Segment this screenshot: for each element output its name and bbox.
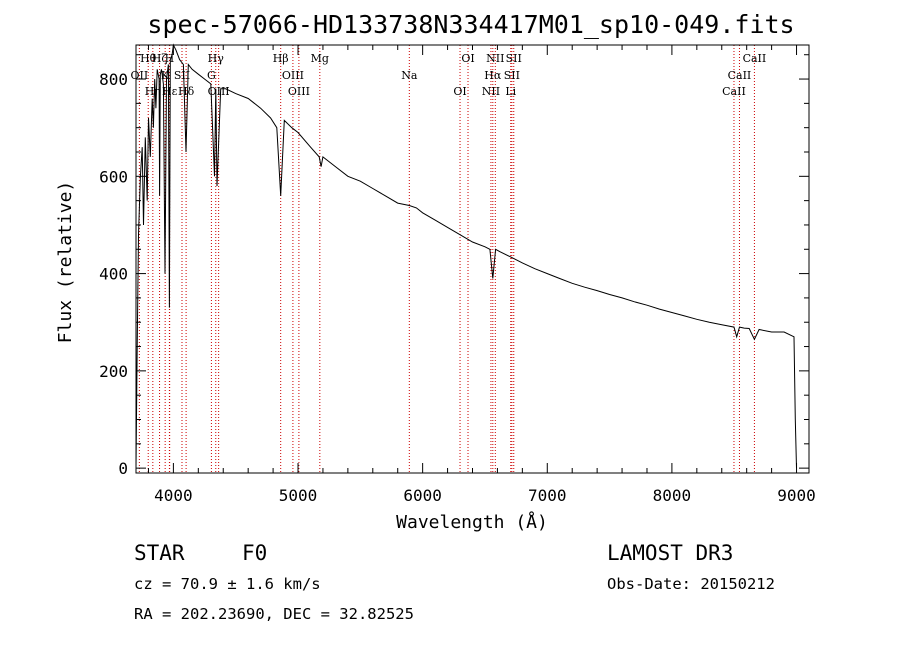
- spectral-line-label: OIII: [208, 85, 230, 98]
- spectral-line-label: OI: [453, 85, 466, 98]
- spectral-line-label: OI: [461, 52, 474, 65]
- object-class: STAR: [134, 541, 185, 565]
- spectral-line-label: Li: [505, 85, 516, 98]
- spectral-line-label: OIII: [282, 69, 304, 82]
- coordinates: RA = 202.23690, DEC = 32.82525: [134, 605, 414, 623]
- spectral-line-label: Hβ: [273, 52, 289, 65]
- x-tick-label: 6000: [403, 486, 442, 505]
- x-tick-label: 5000: [279, 486, 318, 505]
- y-tick-label: 0: [118, 459, 128, 478]
- plot-frame: [135, 44, 810, 474]
- spectral-line-label: Na: [401, 69, 418, 82]
- spectral-line-label: Mg: [311, 52, 329, 65]
- spectral-line-label: Hα: [484, 69, 502, 82]
- spectral-line-label: CaII: [743, 52, 767, 65]
- y-tick-label: 200: [99, 362, 128, 381]
- spectral-line-label: Hγ: [208, 52, 225, 65]
- spectral-subclass: F0: [242, 541, 267, 565]
- y-tick-label: 600: [99, 167, 128, 186]
- x-axis-label: Wavelength (Å): [396, 511, 548, 533]
- spectral-line-label: OIII: [288, 85, 310, 98]
- spectral-line-label: Hη: [145, 85, 161, 98]
- survey-name: LAMOST DR3: [607, 541, 733, 565]
- spectral-line-label: Hθ: [140, 52, 157, 65]
- spectral-line-label: SII: [504, 69, 520, 82]
- spectral-line-label: G: [207, 69, 216, 82]
- spectral-line-label: OII: [131, 69, 149, 82]
- y-axis-ticks: 0 200 400 600 800: [99, 54, 809, 478]
- spectral-line-label: CaII: [728, 69, 752, 82]
- spectrum-line: [135, 43, 797, 469]
- spectral-line-label: SII: [506, 52, 522, 65]
- x-tick-label: 7000: [528, 486, 567, 505]
- spectral-line-labels: HθOIIHηHζKHεHSIIHδHγGOIIIHβOIIIOIIIMgNaO…: [131, 52, 767, 98]
- spectral-line-label: CaII: [722, 85, 746, 98]
- x-tick-label: 9000: [777, 486, 816, 505]
- x-tick-label: 4000: [154, 486, 193, 505]
- redshift-cz: cz = 70.9 ± 1.6 km/s: [134, 575, 321, 593]
- spectral-line-markers: [138, 45, 755, 473]
- spectral-line-label: K: [161, 69, 170, 82]
- y-axis-label: Flux (relative): [55, 181, 76, 344]
- x-axis-ticks: 4000 5000 6000 7000 8000 9000: [147, 45, 816, 505]
- spectral-line-label: Hδ: [178, 85, 195, 98]
- spectral-line-label: SII: [174, 69, 190, 82]
- x-tick-label: 8000: [653, 486, 692, 505]
- spectral-line-label: NII: [482, 85, 500, 98]
- spectral-line-label: NII: [486, 52, 504, 65]
- observation-date: Obs-Date: 20150212: [607, 575, 775, 593]
- spectral-line-label: Hζ: [152, 52, 168, 65]
- y-tick-label: 800: [99, 70, 128, 89]
- chart-title: spec-57066-HD133738N334417M01_sp10-049.f…: [147, 10, 794, 39]
- y-tick-label: 400: [99, 265, 128, 284]
- spectral-line-label: H: [165, 52, 175, 65]
